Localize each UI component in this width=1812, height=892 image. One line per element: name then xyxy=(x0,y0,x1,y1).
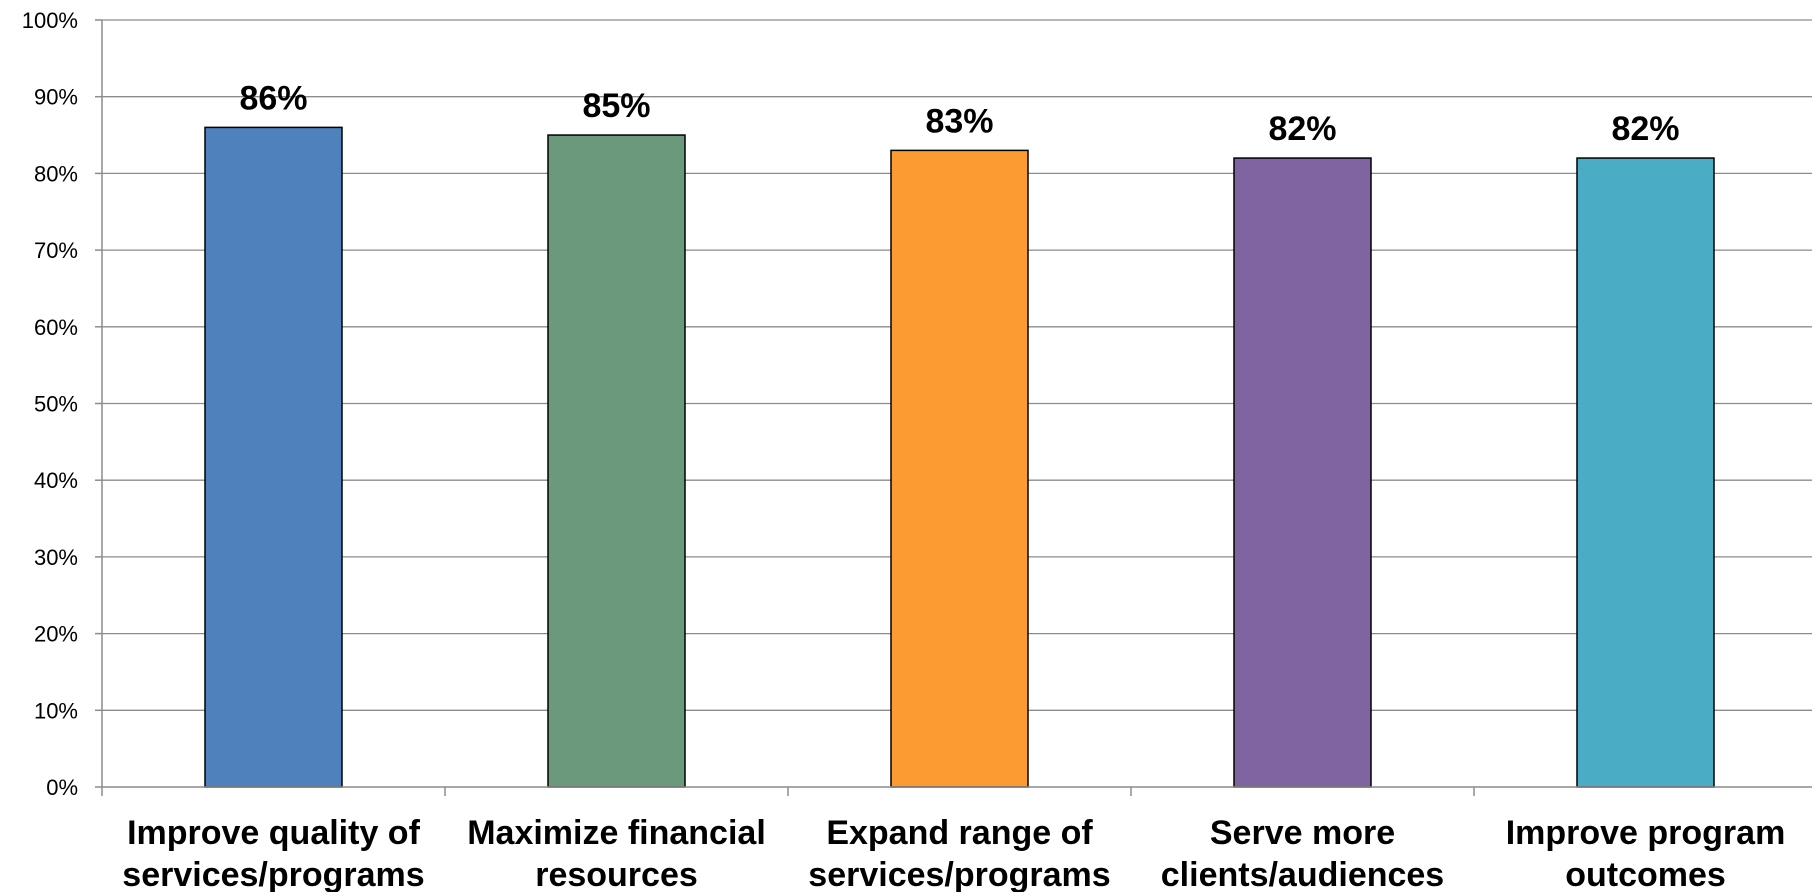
data-label: 82% xyxy=(1268,110,1336,148)
category-label: outcomes xyxy=(1565,856,1726,892)
category-label: Expand range of xyxy=(826,814,1093,852)
category-label: services/programs xyxy=(122,856,424,892)
data-label: 86% xyxy=(239,79,307,117)
y-tick-label: 30% xyxy=(34,545,78,570)
data-label: 85% xyxy=(582,87,650,125)
y-axis-tick-labels: 0% 10% 20% 30% 40% 50% 60% 70% 80% 90% 100% xyxy=(22,8,102,800)
y-tick-label: 0% xyxy=(46,775,78,800)
axes xyxy=(101,20,1812,796)
category-label: Maximize financial xyxy=(467,814,766,852)
y-tick-label: 40% xyxy=(34,468,78,493)
y-tick-label: 60% xyxy=(34,315,78,340)
bar xyxy=(204,126,343,788)
category-label: Serve more xyxy=(1210,814,1395,852)
category-label: clients/audiences xyxy=(1161,856,1444,892)
bars xyxy=(204,126,1715,788)
data-label: 82% xyxy=(1611,110,1679,148)
category-label: Improve program xyxy=(1506,814,1786,852)
y-tick-label: 90% xyxy=(34,85,78,110)
y-tick-label: 100% xyxy=(22,8,78,33)
category-label: Improve quality of xyxy=(127,814,420,852)
category-label: services/programs xyxy=(808,856,1110,892)
y-tick-label: 70% xyxy=(34,238,78,263)
data-label: 83% xyxy=(925,102,993,140)
x-axis-category-labels: Improve quality of services/programs Maxim… xyxy=(122,814,1785,892)
bar xyxy=(547,134,686,788)
y-tick-label: 20% xyxy=(34,622,78,647)
bar xyxy=(1576,157,1715,788)
category-label: resources xyxy=(535,856,698,892)
data-labels: 86% 85% 83% 82% 82% xyxy=(239,79,1679,148)
y-tick-label: 10% xyxy=(34,698,78,723)
y-tick-label: 50% xyxy=(34,392,78,417)
y-tick-label: 80% xyxy=(34,161,78,186)
bar xyxy=(890,149,1029,788)
bar xyxy=(1233,157,1372,788)
